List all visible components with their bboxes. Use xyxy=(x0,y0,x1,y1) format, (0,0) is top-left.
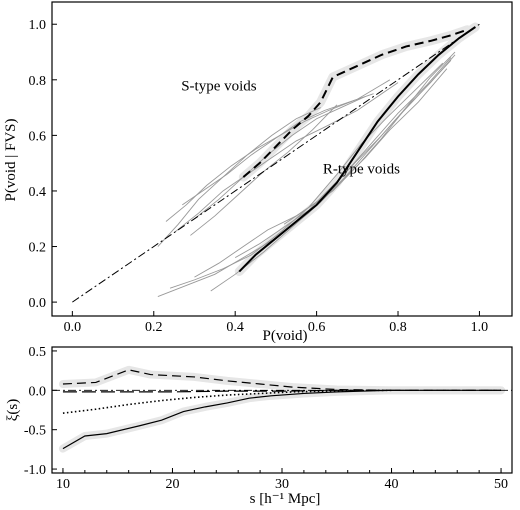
bottom-y-tick-label: 0.0 xyxy=(29,384,47,399)
top-thin-curve-S xyxy=(173,82,399,233)
bottom-x-tick-label: 40 xyxy=(385,477,399,492)
bottom-x-tick-label: 30 xyxy=(275,477,289,492)
bottom-x-axis-label-text: s [h⁻¹ Mpc] xyxy=(250,491,321,507)
top-ticks-layer: 0.0 0.2 0.4 0.6 0.8 1.0 0.0 0.2 0.4 0.6 0.8 1.0 xyxy=(29,18,489,335)
bottom-x-tick-label: 50 xyxy=(494,477,508,492)
top-plot-frame xyxy=(51,1,513,317)
bottom-y-tick-label: -1.0 xyxy=(24,463,46,478)
top-y-tick-label: 0.6 xyxy=(29,129,47,144)
top-y-tick-label: 1.0 xyxy=(29,18,47,33)
top-thin-curve-R xyxy=(210,60,452,292)
bottom-panel: 10 20 30 40 50 0.5 0.0 -0.5 -1.0 s [h⁻¹ Mpc] ξ(s… xyxy=(5,345,513,507)
top-y-tick-label: 0.2 xyxy=(29,241,47,256)
top-thin-curve-S xyxy=(190,104,338,236)
bottom-x-tick-label: 10 xyxy=(56,477,70,492)
top-thin-curve-S xyxy=(165,79,391,222)
top-x-tick-label: 0.6 xyxy=(308,320,326,335)
top-reference-diagonal xyxy=(72,23,480,303)
bottom-x-axis-label: s [h⁻¹ Mpc] xyxy=(250,491,321,507)
top-x-axis-label: P(void) xyxy=(263,328,308,344)
top-x-tick-label: 0.0 xyxy=(64,320,82,335)
bottom-series-band xyxy=(58,386,506,453)
top-x-tick-label: 0.2 xyxy=(145,320,163,335)
top-thin-curve-R xyxy=(283,51,456,225)
s-type-mean-curve xyxy=(242,28,468,178)
top-thin-curve-S xyxy=(194,96,366,220)
bottom-curve-dotted xyxy=(62,389,392,414)
bottom-y-tick-label: 0.5 xyxy=(29,345,47,360)
top-x-tick-label: 1.0 xyxy=(471,320,489,335)
top-x-tick-label: 0.8 xyxy=(389,320,407,335)
r-type-voids-annotation: R-type voids xyxy=(323,162,400,178)
top-y-tick-label: 0.4 xyxy=(29,185,47,200)
bottom-y-axis-label: ξ(s) xyxy=(5,399,21,422)
top-thin-curve-R xyxy=(234,54,456,259)
top-thin-curve-S xyxy=(157,107,321,247)
bottom-ticks-layer: 10 20 30 40 50 0.5 0.0 -0.5 -1.0 xyxy=(24,345,508,492)
s-type-voids-annotation: S-type voids xyxy=(181,78,257,94)
bottom-y-tick-label: -0.5 xyxy=(24,424,46,439)
top-panel: 0.0 0.2 0.4 0.6 0.8 1.0 0.0 0.2 0.4 0.6 0.8 1.0 P(v… xyxy=(3,1,513,344)
bottom-series-layer xyxy=(52,365,512,453)
bottom-x-tick-label: 20 xyxy=(165,477,179,492)
top-thin-curve-R xyxy=(157,68,448,297)
bottom-curve-solid xyxy=(62,389,502,450)
top-y-axis-label: P(void | FVS) xyxy=(3,118,19,201)
top-y-tick-label: 0.8 xyxy=(29,74,47,89)
r-type-mean-curve xyxy=(238,26,476,273)
top-series-layer xyxy=(72,22,480,303)
top-x-tick-label: 0.4 xyxy=(226,320,244,335)
bottom-plot-frame xyxy=(51,346,513,474)
top-y-tick-label: 0.0 xyxy=(29,296,47,311)
